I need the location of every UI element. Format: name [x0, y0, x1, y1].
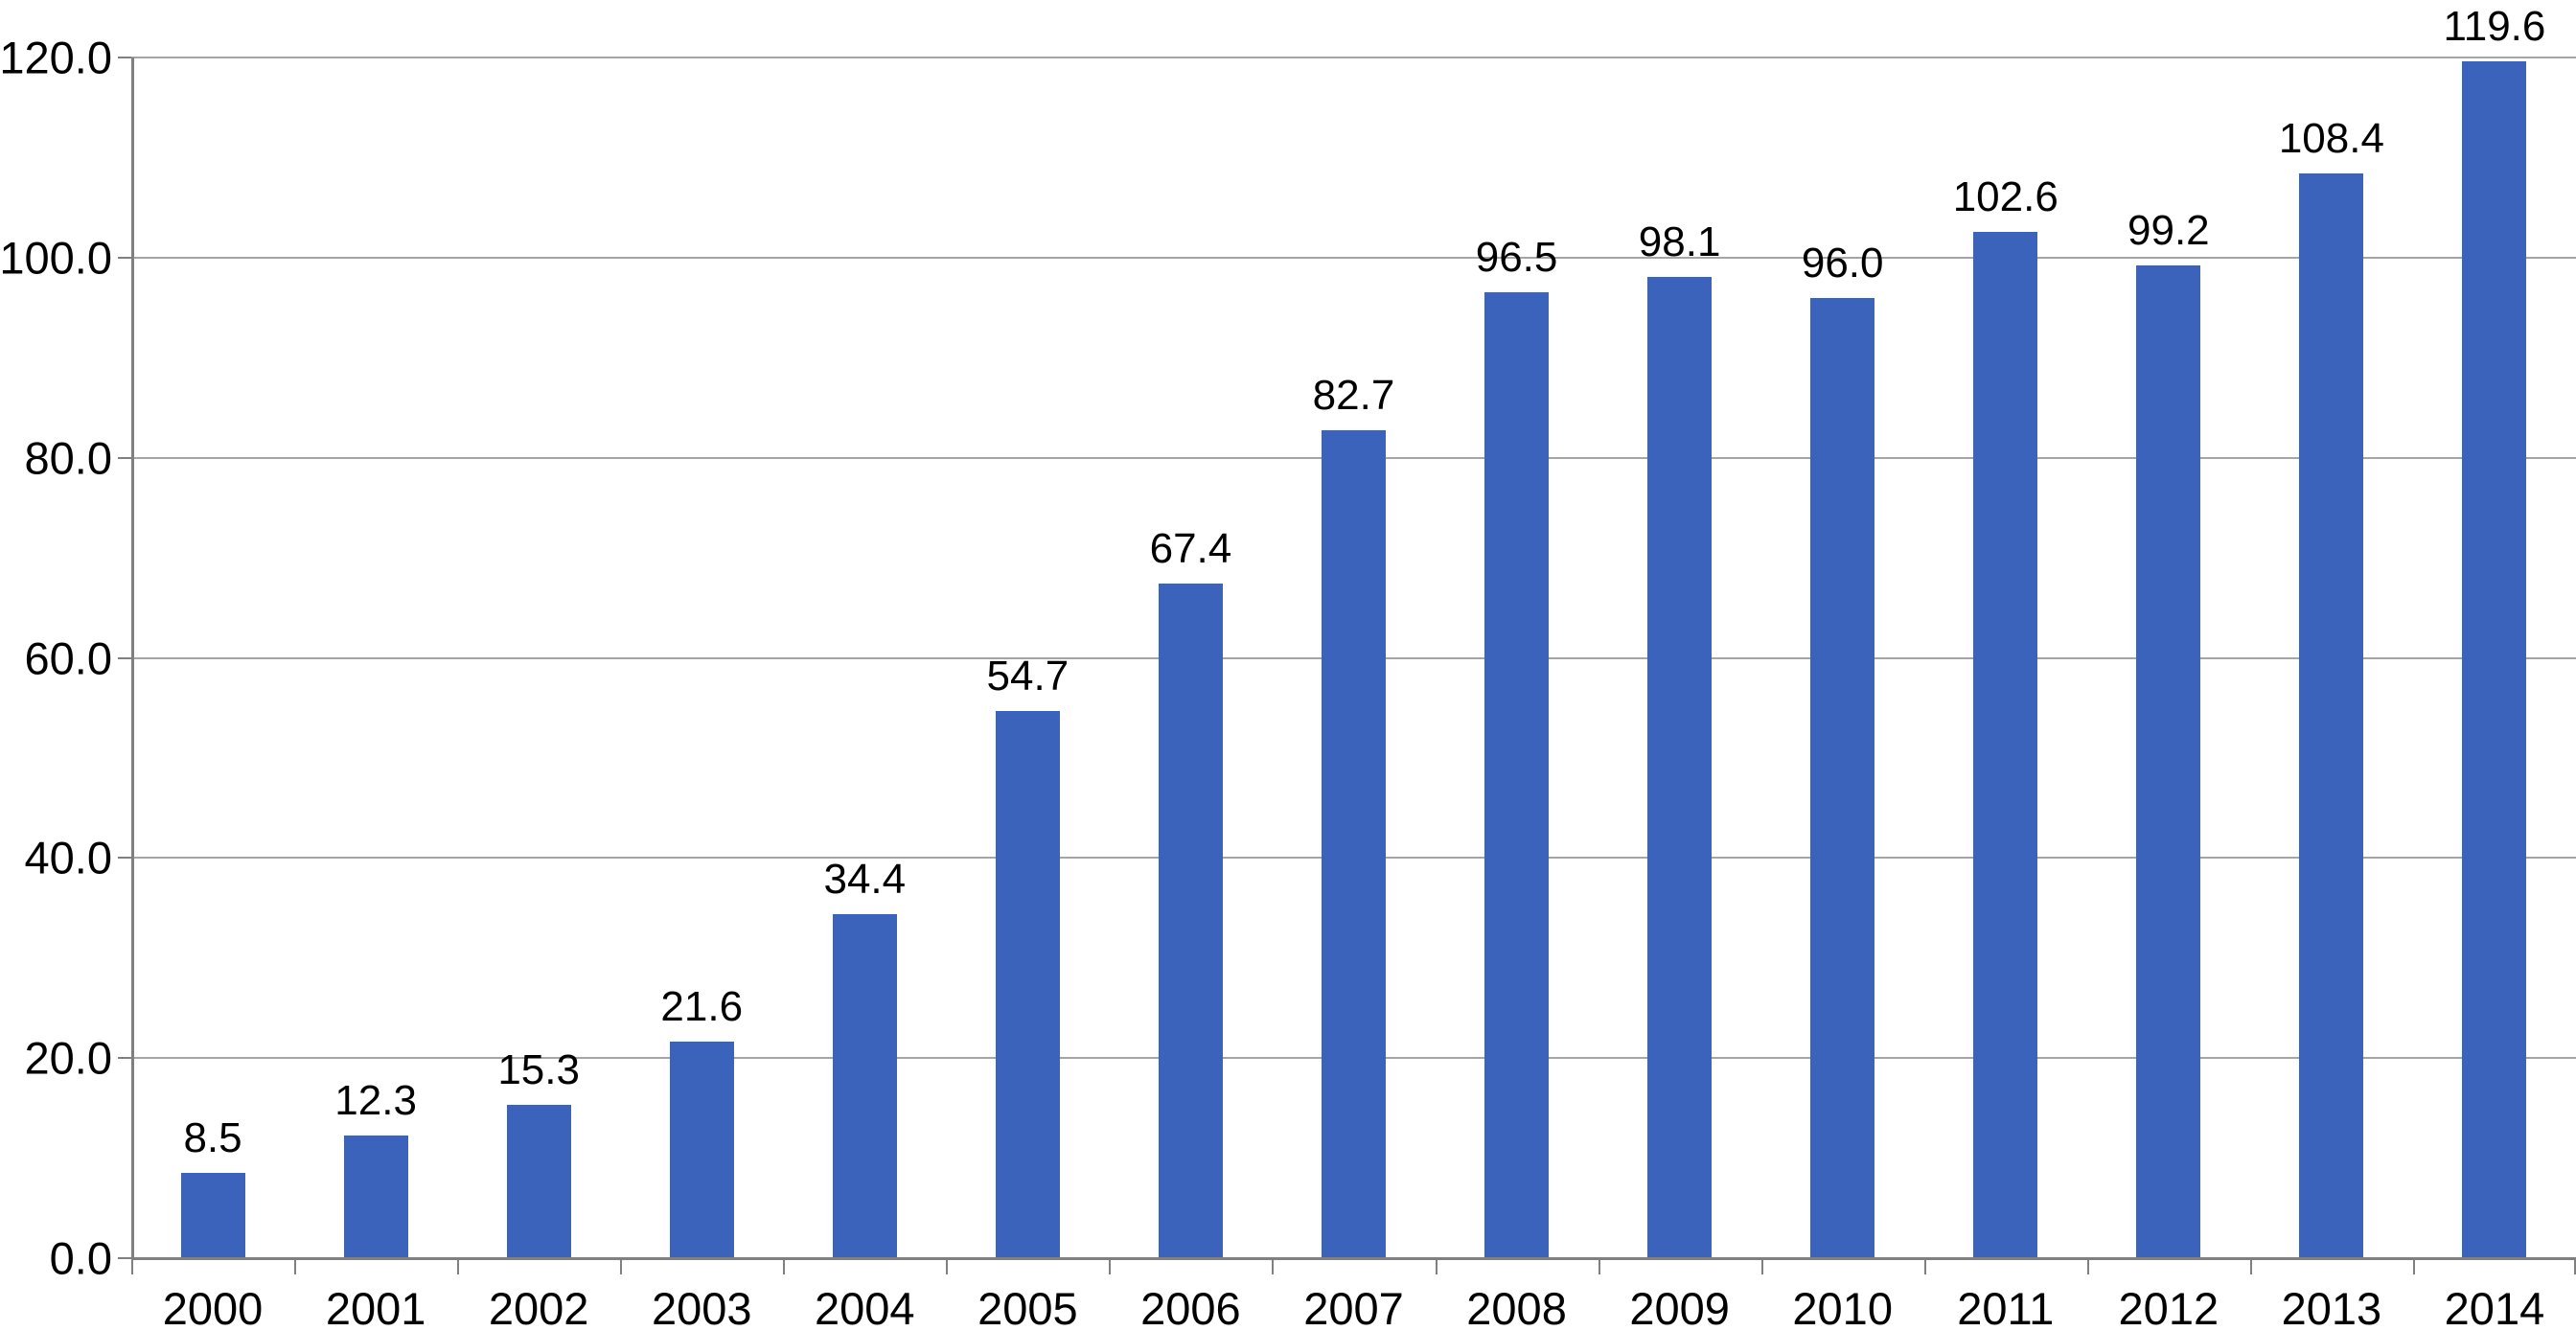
bar-2006	[1158, 584, 1223, 1258]
y-axis-tick-label: 20.0	[24, 1032, 112, 1084]
bar-2003	[669, 1042, 734, 1258]
y-axis-tick	[118, 656, 131, 659]
x-axis-category-label: 2012	[2118, 1283, 2220, 1331]
x-axis-tick	[131, 1259, 133, 1274]
bar-value-label: 98.1	[1638, 218, 1721, 265]
y-axis-tick-label: 60.0	[24, 632, 112, 683]
bar-value-label: 21.6	[660, 983, 744, 1031]
x-axis-tick	[2574, 1259, 2576, 1274]
x-axis-tick	[1598, 1259, 1600, 1274]
x-axis-tick	[1435, 1259, 1438, 1274]
gridline	[131, 256, 2576, 259]
y-axis-tick	[118, 1257, 131, 1259]
x-axis-category-label: 2002	[488, 1283, 589, 1331]
bar-value-label: 67.4	[1149, 525, 1232, 573]
y-axis-tick-label: 120.0	[0, 32, 112, 83]
bar-2008	[1484, 292, 1550, 1258]
x-axis-category-label: 2013	[2281, 1283, 2382, 1331]
x-axis-tick	[2249, 1259, 2252, 1274]
x-axis-category-label: 2009	[1629, 1283, 1730, 1331]
x-axis-category-label: 2014	[2444, 1283, 2545, 1331]
x-axis-tick	[946, 1259, 949, 1274]
bar-2000	[180, 1173, 245, 1258]
x-axis-category-label: 2008	[1466, 1283, 1567, 1331]
x-axis-category-label: 2004	[815, 1283, 915, 1331]
bar-2011	[1973, 231, 2038, 1258]
bar-value-label: 108.4	[2278, 115, 2384, 163]
x-axis-category-label: 2007	[1303, 1283, 1404, 1331]
gridline	[131, 57, 2576, 58]
x-axis-tick	[294, 1259, 297, 1274]
bar-value-label: 8.5	[183, 1114, 242, 1162]
bar-2005	[995, 710, 1060, 1258]
y-axis-tick	[118, 256, 131, 259]
bar-value-label: 54.7	[986, 652, 1070, 700]
bar-value-label: 99.2	[2128, 207, 2210, 255]
x-axis	[131, 1257, 2576, 1260]
y-axis-tick	[118, 1057, 131, 1060]
x-axis-category-label: 2011	[1957, 1283, 2055, 1331]
x-axis-category-label: 2005	[978, 1283, 1078, 1331]
bar-value-label: 12.3	[334, 1076, 417, 1124]
x-axis-tick	[2086, 1259, 2089, 1274]
x-axis-category-label: 2003	[651, 1283, 752, 1331]
x-axis-tick	[1272, 1259, 1275, 1274]
x-axis-tick	[620, 1259, 623, 1274]
x-axis-category-label: 2006	[1140, 1283, 1241, 1331]
x-axis-tick	[457, 1259, 460, 1274]
x-axis-tick	[783, 1259, 786, 1274]
bar-2010	[1810, 297, 1875, 1258]
bar-value-label: 82.7	[1312, 372, 1395, 420]
y-axis-tick-label: 40.0	[24, 832, 112, 884]
y-axis	[131, 57, 134, 1260]
y-axis-tick-label: 100.0	[0, 232, 112, 284]
bar-2004	[832, 913, 897, 1258]
bar-value-label: 15.3	[497, 1046, 580, 1094]
y-axis-tick-label: 0.0	[49, 1232, 112, 1284]
x-axis-tick	[1109, 1259, 1112, 1274]
bar-value-label: 34.4	[823, 855, 907, 903]
y-axis-tick	[118, 857, 131, 860]
bar-2014	[2462, 61, 2527, 1258]
x-axis-tick	[2412, 1259, 2415, 1274]
x-axis-tick	[1760, 1259, 1763, 1274]
bar-2009	[1647, 276, 1713, 1258]
bar-2013	[2299, 173, 2364, 1258]
bar-value-label: 96.5	[1475, 234, 1558, 282]
bar-2012	[2136, 265, 2201, 1258]
y-axis-tick-label: 80.0	[24, 432, 112, 484]
x-axis-category-label: 2000	[162, 1283, 264, 1331]
y-axis-tick	[118, 456, 131, 459]
x-axis-category-label: 2001	[325, 1283, 426, 1331]
bar-value-label: 119.6	[2443, 3, 2546, 51]
y-axis-tick	[118, 57, 131, 58]
x-axis-tick	[1923, 1259, 1926, 1274]
bar-value-label: 102.6	[1952, 172, 2058, 220]
bar-2002	[506, 1105, 571, 1258]
bar-2007	[1322, 430, 1386, 1258]
bar-value-label: 96.0	[1801, 239, 1884, 287]
x-axis-category-label: 2010	[1792, 1283, 1893, 1331]
bar-2001	[343, 1135, 408, 1258]
